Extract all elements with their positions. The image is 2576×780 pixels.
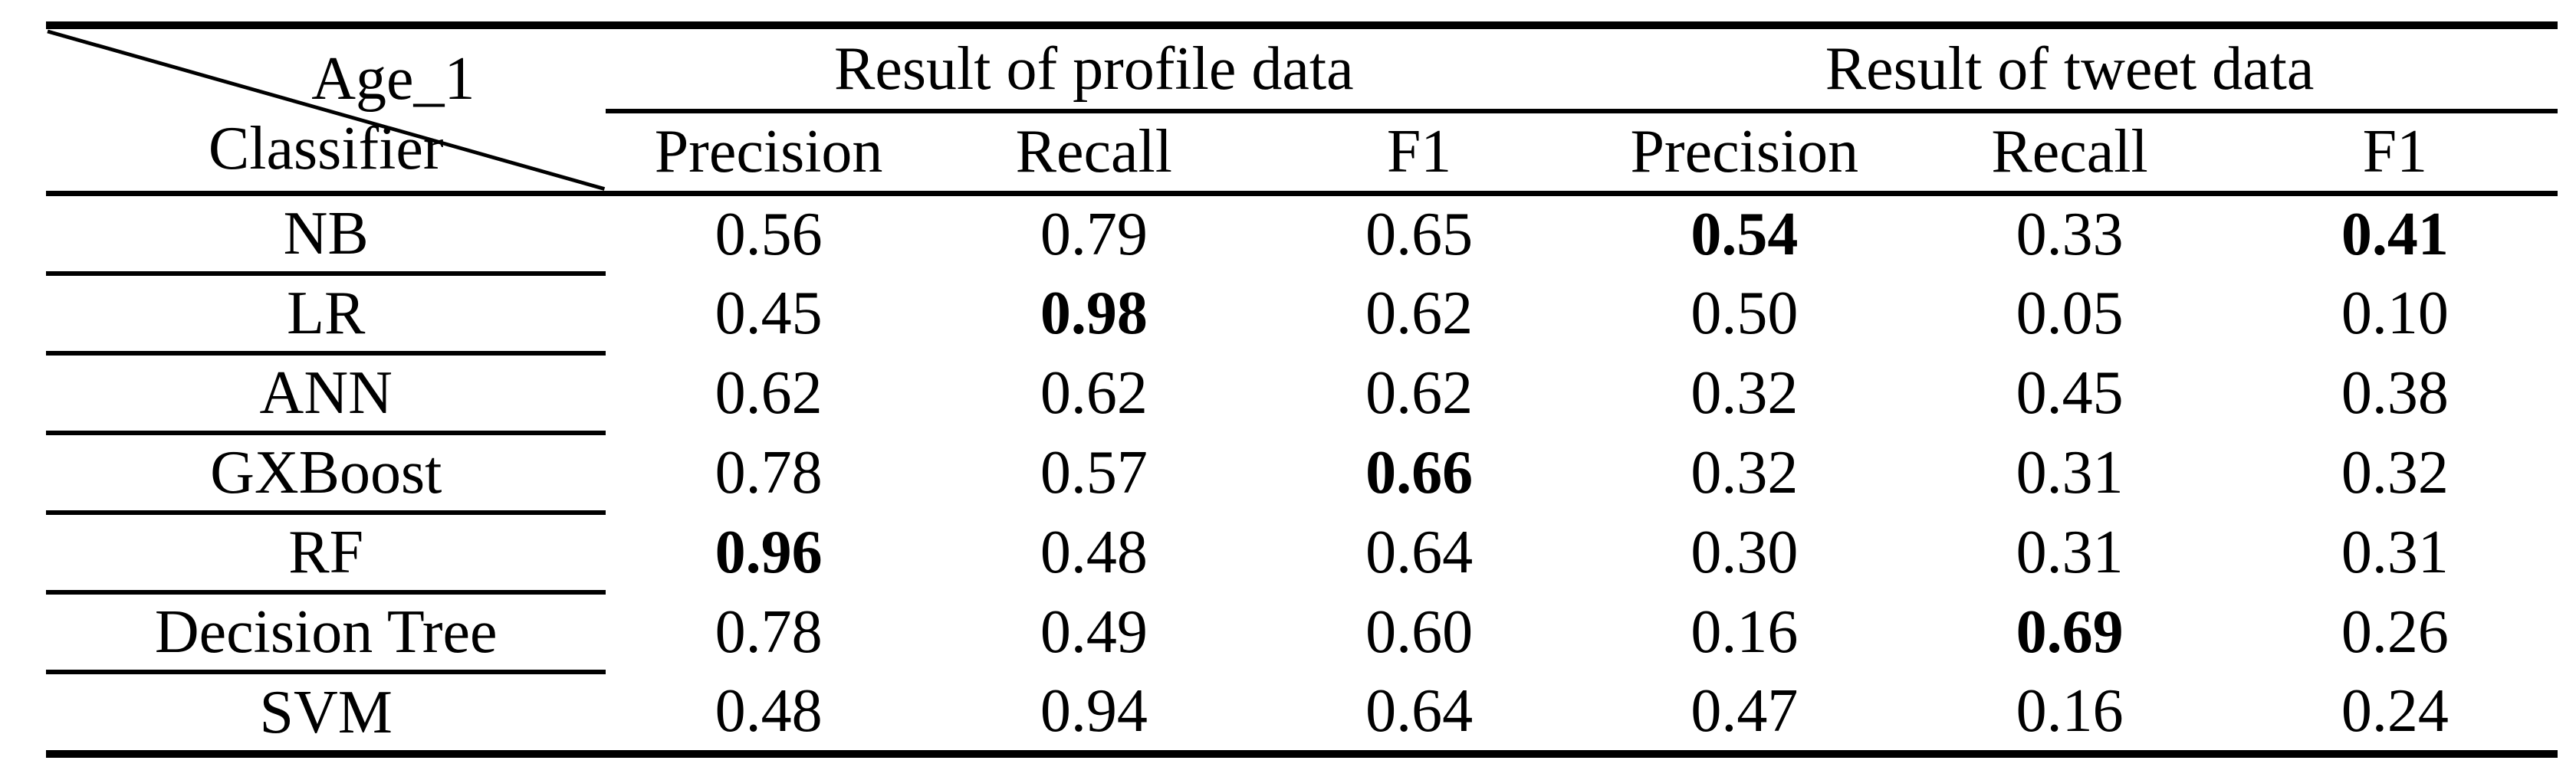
- value-cell: 0.10: [2341, 279, 2449, 347]
- value-cell: 0.26: [2341, 598, 2449, 667]
- value-cell: 0.94: [931, 672, 1257, 758]
- value-cell: 0.30: [1691, 519, 1799, 587]
- group-header-row: Age_1 Classifier Result of profile data …: [46, 21, 2558, 196]
- diagonal-line: [47, 29, 606, 191]
- value-cell: 0.16: [1691, 598, 1799, 667]
- corner-cell: Age_1 Classifier: [46, 21, 606, 196]
- table-row: NB 0.56 0.79 0.65 0.54 0.33 0.41: [46, 193, 2558, 276]
- value-cell: 0.32: [2341, 439, 2449, 507]
- value-cell: 0.56: [715, 201, 823, 269]
- value-cell: 0.05: [2016, 279, 2124, 347]
- table-row: GXBoost 0.78 0.57 0.66 0.32 0.31 0.32: [46, 432, 2558, 516]
- col-header-profile-recall: Recall: [931, 111, 1257, 196]
- classifier-cell: ANN: [46, 352, 606, 435]
- sub-header-row: Precision Recall F1 Precision Recall F1: [46, 111, 2558, 196]
- value-cell: 0.78: [715, 598, 823, 667]
- table-row: LR 0.45 0.98 0.62 0.50 0.05 0.10: [46, 273, 2558, 356]
- value-cell: 0.98: [1040, 279, 1148, 347]
- value-cell: 0.49: [1040, 598, 1148, 667]
- col-header-tweet-f1: F1: [2232, 111, 2558, 196]
- corner-top-label: Age_1: [311, 45, 475, 113]
- table-row: RF 0.96 0.48 0.64 0.30 0.31 0.31: [46, 513, 2558, 595]
- classifier-cell: RF: [46, 513, 606, 595]
- value-cell: 0.31: [2016, 519, 2124, 587]
- value-cell: 0.32: [1691, 439, 1799, 507]
- classifier-cell: LR: [46, 273, 606, 356]
- value-cell: 0.32: [1691, 359, 1799, 427]
- value-cell: 0.62: [715, 359, 823, 427]
- col-header-tweet-precision: Precision: [1582, 111, 1907, 196]
- value-cell: 0.45: [715, 279, 823, 347]
- value-cell: 0.64: [1365, 519, 1474, 587]
- corner-cell-inner: Age_1 Classifier: [46, 29, 606, 191]
- value-cell: 0.48: [606, 672, 932, 758]
- value-cell: 0.50: [1691, 279, 1799, 347]
- table-row: SVM 0.48 0.94 0.64 0.47 0.16 0.24: [46, 672, 2558, 758]
- value-cell: 0.31: [2341, 519, 2449, 587]
- classifier-cell: SVM: [46, 672, 606, 758]
- value-cell: 0.24: [2232, 672, 2558, 758]
- value-cell: 0.31: [2016, 439, 2124, 507]
- group-header-tweet: Result of tweet data: [1582, 21, 2558, 113]
- value-cell: 0.33: [2016, 201, 2124, 269]
- value-cell: 0.64: [1256, 672, 1582, 758]
- value-cell: 0.62: [1040, 359, 1148, 427]
- value-cell: 0.57: [1040, 439, 1148, 507]
- value-cell: 0.96: [715, 519, 823, 587]
- value-cell: 0.48: [1040, 519, 1148, 587]
- value-cell: 0.60: [1365, 598, 1474, 667]
- classifier-cell: GXBoost: [46, 432, 606, 516]
- value-cell: 0.38: [2341, 359, 2449, 427]
- table-body: NB 0.56 0.79 0.65 0.54 0.33 0.41 LR 0.45…: [46, 193, 2558, 758]
- value-cell: 0.65: [1365, 201, 1474, 269]
- corner-bottom-label: Classifier: [208, 114, 444, 182]
- group-header-profile: Result of profile data: [606, 21, 1582, 113]
- value-cell: 0.62: [1365, 359, 1474, 427]
- value-cell: 0.79: [1040, 201, 1148, 269]
- classifier-cell: NB: [46, 193, 606, 276]
- value-cell: 0.69: [2016, 598, 2124, 667]
- classifier-cell: Decision Tree: [46, 592, 606, 675]
- value-cell: 0.54: [1691, 201, 1799, 269]
- value-cell: 0.41: [2341, 201, 2449, 269]
- table-row: Decision Tree 0.78 0.49 0.60 0.16 0.69 0…: [46, 592, 2558, 675]
- value-cell: 0.78: [715, 439, 823, 507]
- value-cell: 0.47: [1582, 672, 1907, 758]
- classifier-results-table: Age_1 Classifier Result of profile data …: [46, 21, 2558, 758]
- value-cell: 0.16: [1907, 672, 2233, 758]
- col-header-tweet-recall: Recall: [1907, 111, 2233, 196]
- value-cell: 0.66: [1365, 439, 1474, 507]
- table-row: ANN 0.62 0.62 0.62 0.32 0.45 0.38: [46, 352, 2558, 435]
- col-header-profile-f1: F1: [1256, 111, 1582, 196]
- value-cell: 0.62: [1365, 279, 1474, 347]
- value-cell: 0.45: [2016, 359, 2124, 427]
- col-header-profile-precision: Precision: [606, 111, 932, 196]
